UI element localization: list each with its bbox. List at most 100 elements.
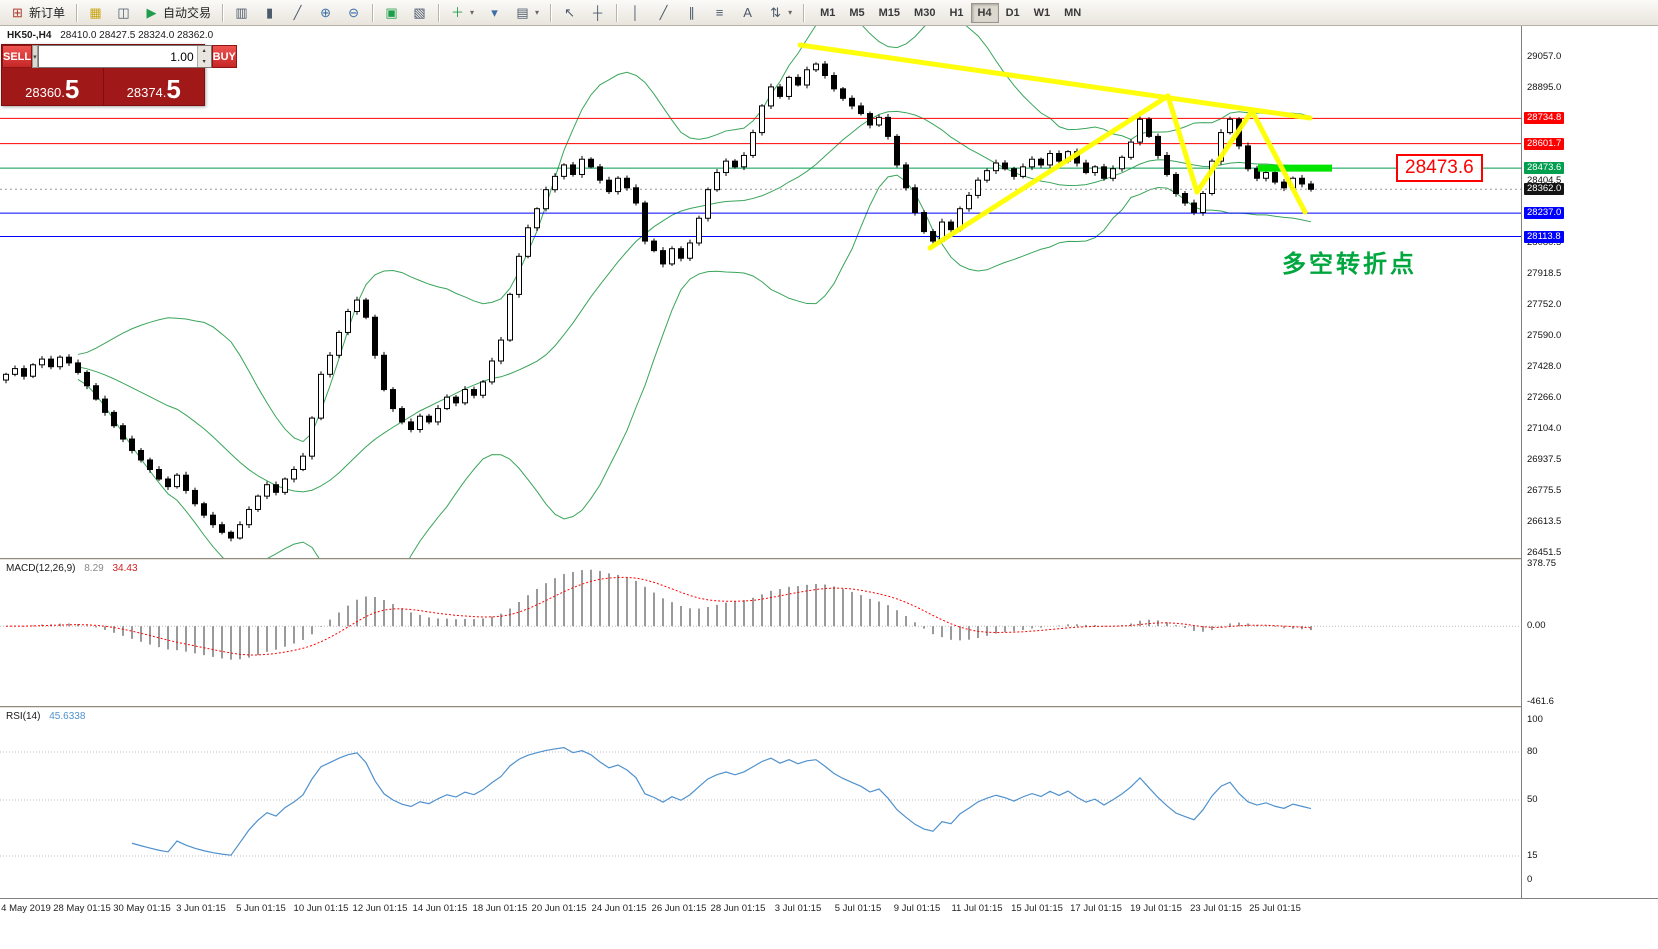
time-label: 25 Jul 01:15 bbox=[1249, 903, 1301, 914]
macd-indicator-canvas[interactable] bbox=[0, 560, 1521, 706]
sell-price-big-digit: 5 bbox=[64, 74, 80, 104]
price-axis-tick: 27590.0 bbox=[1527, 330, 1562, 341]
volume-field: ▴ ▾ bbox=[37, 45, 212, 68]
zoom-out-button[interactable]: ⊖ bbox=[340, 2, 367, 24]
crosshair-tool-button[interactable]: ┼ bbox=[584, 2, 611, 24]
chevron-down-icon: ▾ bbox=[788, 8, 793, 17]
time-label: 3 Jul 01:15 bbox=[774, 903, 822, 914]
vertical-line-tool-button[interactable]: │ bbox=[622, 2, 649, 24]
periods-button[interactable]: ▾ bbox=[481, 2, 508, 24]
price-axis-tick: 26775.5 bbox=[1527, 485, 1562, 496]
charts-window-button[interactable]: ▦ bbox=[82, 2, 109, 24]
sell-button[interactable]: SELL bbox=[2, 45, 33, 68]
profiles-icon: ◫ bbox=[117, 5, 130, 20]
timeframe-h1[interactable]: H1 bbox=[942, 3, 970, 23]
line-chart-mode-button[interactable]: ╱ bbox=[284, 2, 311, 24]
time-label: 4 May 2019 bbox=[1, 903, 51, 914]
chevron-down-icon: ▾ bbox=[535, 8, 540, 17]
chart-annotation-text[interactable]: 多空转折点 bbox=[1282, 251, 1417, 278]
sell-price[interactable]: 28360. 5 bbox=[2, 68, 104, 105]
price-axis-tick: 26937.5 bbox=[1527, 454, 1562, 465]
toolbar-separator bbox=[222, 3, 224, 22]
buy-price[interactable]: 28374. 5 bbox=[104, 68, 205, 105]
templates-button[interactable]: ▤ ▾ bbox=[509, 2, 545, 24]
price-axis[interactable]: 29057.028895.028586.528404.528080.527918… bbox=[1521, 26, 1658, 898]
volume-preset-dropdown[interactable]: ▾ bbox=[32, 45, 38, 68]
fibonacci-tool-button[interactable]: ≡ bbox=[706, 2, 733, 24]
cursor-tool-button[interactable]: ↖ bbox=[556, 2, 583, 24]
candlestick-chart-icon: ▮ bbox=[265, 5, 274, 20]
macd-label: MACD(12,26,9) 8.29 34.43 bbox=[6, 563, 138, 574]
timeframe-m30[interactable]: M30 bbox=[907, 3, 942, 23]
time-axis[interactable]: 4 May 2019 28 May 01:15 30 May 01:15 3 Jun … bbox=[0, 898, 1658, 920]
arrows-tool-button[interactable]: ⇅ ▾ bbox=[762, 2, 798, 24]
auto-trading-button[interactable]: ▶ 自动交易 bbox=[138, 2, 217, 24]
timeframe-d1[interactable]: D1 bbox=[999, 3, 1027, 23]
bar-chart-mode-button[interactable]: ▥ bbox=[228, 2, 255, 24]
price-chart-canvas[interactable] bbox=[0, 26, 1521, 558]
rsi-axis-tick: 50 bbox=[1527, 794, 1538, 805]
volume-input[interactable] bbox=[38, 46, 197, 67]
yellow-trendlines[interactable] bbox=[797, 42, 1313, 251]
macd-axis-tick: 378.75 bbox=[1527, 558, 1557, 569]
rsi-indicator-canvas[interactable] bbox=[0, 708, 1521, 898]
pane-splitter[interactable] bbox=[0, 558, 1658, 560]
toolbar-separator bbox=[372, 3, 374, 22]
candles bbox=[3, 60, 1314, 542]
new-order-button[interactable]: ⊞ 新订单 bbox=[4, 2, 71, 24]
time-label: 23 Jul 01:15 bbox=[1190, 903, 1242, 914]
volume-decrease-button[interactable]: ▾ bbox=[197, 56, 211, 67]
new-order-icon: ⊞ bbox=[12, 5, 23, 20]
toolbar-separator bbox=[76, 3, 78, 22]
price-axis-tick: 27918.5 bbox=[1527, 268, 1562, 279]
price-axis-tick: 27428.0 bbox=[1527, 361, 1562, 372]
tile-windows-button[interactable]: ▣ bbox=[378, 2, 405, 24]
text-icon: A bbox=[743, 5, 752, 20]
macd-signal-value: 34.43 bbox=[112, 563, 138, 574]
zoom-in-button[interactable]: ⊕ bbox=[312, 2, 339, 24]
arrows-icon: ⇅ bbox=[770, 5, 782, 20]
ohlc-values: 28410.0 28427.5 28324.0 28362.0 bbox=[60, 30, 214, 41]
time-label: 30 May 01:15 bbox=[113, 903, 171, 914]
bollinger-bands bbox=[77, 26, 1312, 558]
toolbar-separator bbox=[803, 3, 805, 22]
sell-price-main: 28360. bbox=[25, 84, 65, 100]
time-label: 18 Jun 01:15 bbox=[472, 903, 528, 914]
volume-increase-button[interactable]: ▴ bbox=[197, 46, 211, 57]
symbol-period-label: HK50-,H4 bbox=[7, 30, 52, 41]
timeframe-m1[interactable]: M1 bbox=[813, 3, 842, 23]
price-axis-tick: 27104.0 bbox=[1527, 423, 1562, 434]
text-tool-button[interactable]: A bbox=[734, 2, 761, 24]
cascade-windows-button[interactable]: ▧ bbox=[406, 2, 433, 24]
timeframe-w1[interactable]: W1 bbox=[1027, 3, 1058, 23]
time-label: 19 Jul 01:15 bbox=[1130, 903, 1182, 914]
indicators-button[interactable]: ＋ ▾ bbox=[444, 2, 480, 24]
pane-splitter[interactable] bbox=[0, 706, 1658, 708]
level-price-tag: 28113.8 bbox=[1524, 231, 1564, 243]
profiles-button[interactable]: ◫ bbox=[110, 2, 137, 24]
timeframe-h4[interactable]: H4 bbox=[970, 2, 999, 23]
time-label: 9 Jul 01:15 bbox=[893, 903, 941, 914]
chart-window: HK50-,H4 28410.0 28427.5 28324.0 28362.0… bbox=[0, 26, 1658, 949]
toolbar: ⊞ 新订单 ▦ ◫ ▶ 自动交易 ▥ ▮ ╱ ⊕ ⊖ ▣ bbox=[0, 0, 1658, 26]
macd-histogram bbox=[14, 569, 1312, 660]
candlestick-mode-button[interactable]: ▮ bbox=[256, 2, 283, 24]
timeframe-m15[interactable]: M15 bbox=[872, 3, 907, 23]
time-label: 17 Jul 01:15 bbox=[1070, 903, 1122, 914]
timeframe-mn[interactable]: MN bbox=[1057, 3, 1088, 23]
trade-prices-row: 28360. 5 28374. 5 bbox=[2, 68, 204, 105]
chart-title: HK50-,H4 28410.0 28427.5 28324.0 28362.0 bbox=[7, 30, 213, 41]
time-label: 24 Jun 01:15 bbox=[591, 903, 647, 914]
time-label: 28 Jun 01:15 bbox=[710, 903, 766, 914]
trendline-tool-button[interactable]: ╱ bbox=[650, 2, 677, 24]
buy-price-big-digit: 5 bbox=[166, 74, 181, 104]
timeframe-m5[interactable]: M5 bbox=[842, 3, 871, 23]
price-axis-tick: 26613.5 bbox=[1527, 516, 1562, 527]
channel-tool-button[interactable]: ∥ bbox=[678, 2, 705, 24]
price-callout-box[interactable]: 28473.6 bbox=[1396, 154, 1483, 182]
time-label: 5 Jul 01:15 bbox=[834, 903, 882, 914]
buy-button[interactable]: BUY bbox=[211, 45, 237, 68]
new-order-label: 新订单 bbox=[29, 6, 66, 20]
auto-trading-icon: ▶ bbox=[146, 5, 157, 20]
time-label: 14 Jun 01:15 bbox=[412, 903, 468, 914]
